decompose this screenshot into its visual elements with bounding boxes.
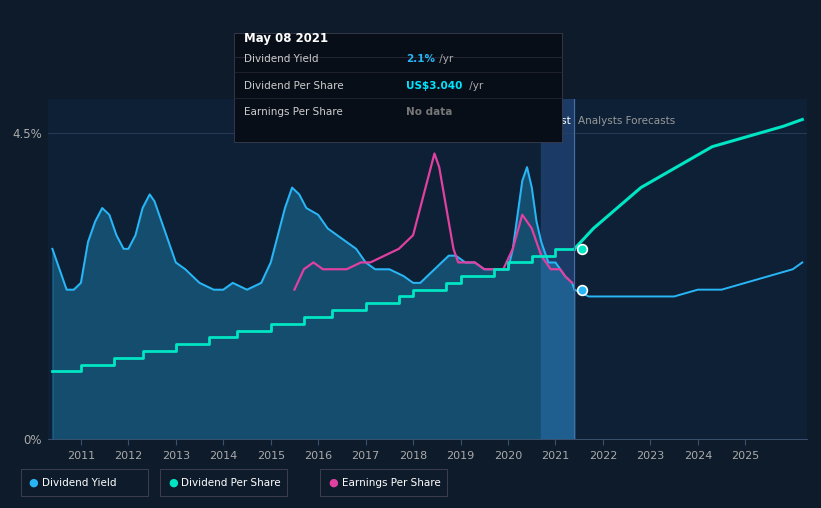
Text: Earnings Per Share: Earnings Per Share <box>244 107 342 117</box>
Text: No data: No data <box>406 107 452 117</box>
Bar <box>541 99 575 439</box>
Text: 2.1%: 2.1% <box>406 54 435 65</box>
Text: May 08 2021: May 08 2021 <box>244 32 328 45</box>
Text: Past: Past <box>549 116 571 126</box>
Text: Dividend Per Share: Dividend Per Share <box>181 478 281 488</box>
Text: US$3.040: US$3.040 <box>406 81 463 91</box>
Text: /yr: /yr <box>436 54 453 65</box>
Text: Analysts Forecasts: Analysts Forecasts <box>578 116 676 126</box>
Text: Earnings Per Share: Earnings Per Share <box>342 478 440 488</box>
Text: Dividend Per Share: Dividend Per Share <box>244 81 343 91</box>
Text: Dividend Yield: Dividend Yield <box>42 478 117 488</box>
Text: /yr: /yr <box>466 81 483 91</box>
Text: ●: ● <box>328 478 338 488</box>
Text: ●: ● <box>29 478 39 488</box>
Text: Dividend Yield: Dividend Yield <box>244 54 319 65</box>
Text: ●: ● <box>168 478 178 488</box>
